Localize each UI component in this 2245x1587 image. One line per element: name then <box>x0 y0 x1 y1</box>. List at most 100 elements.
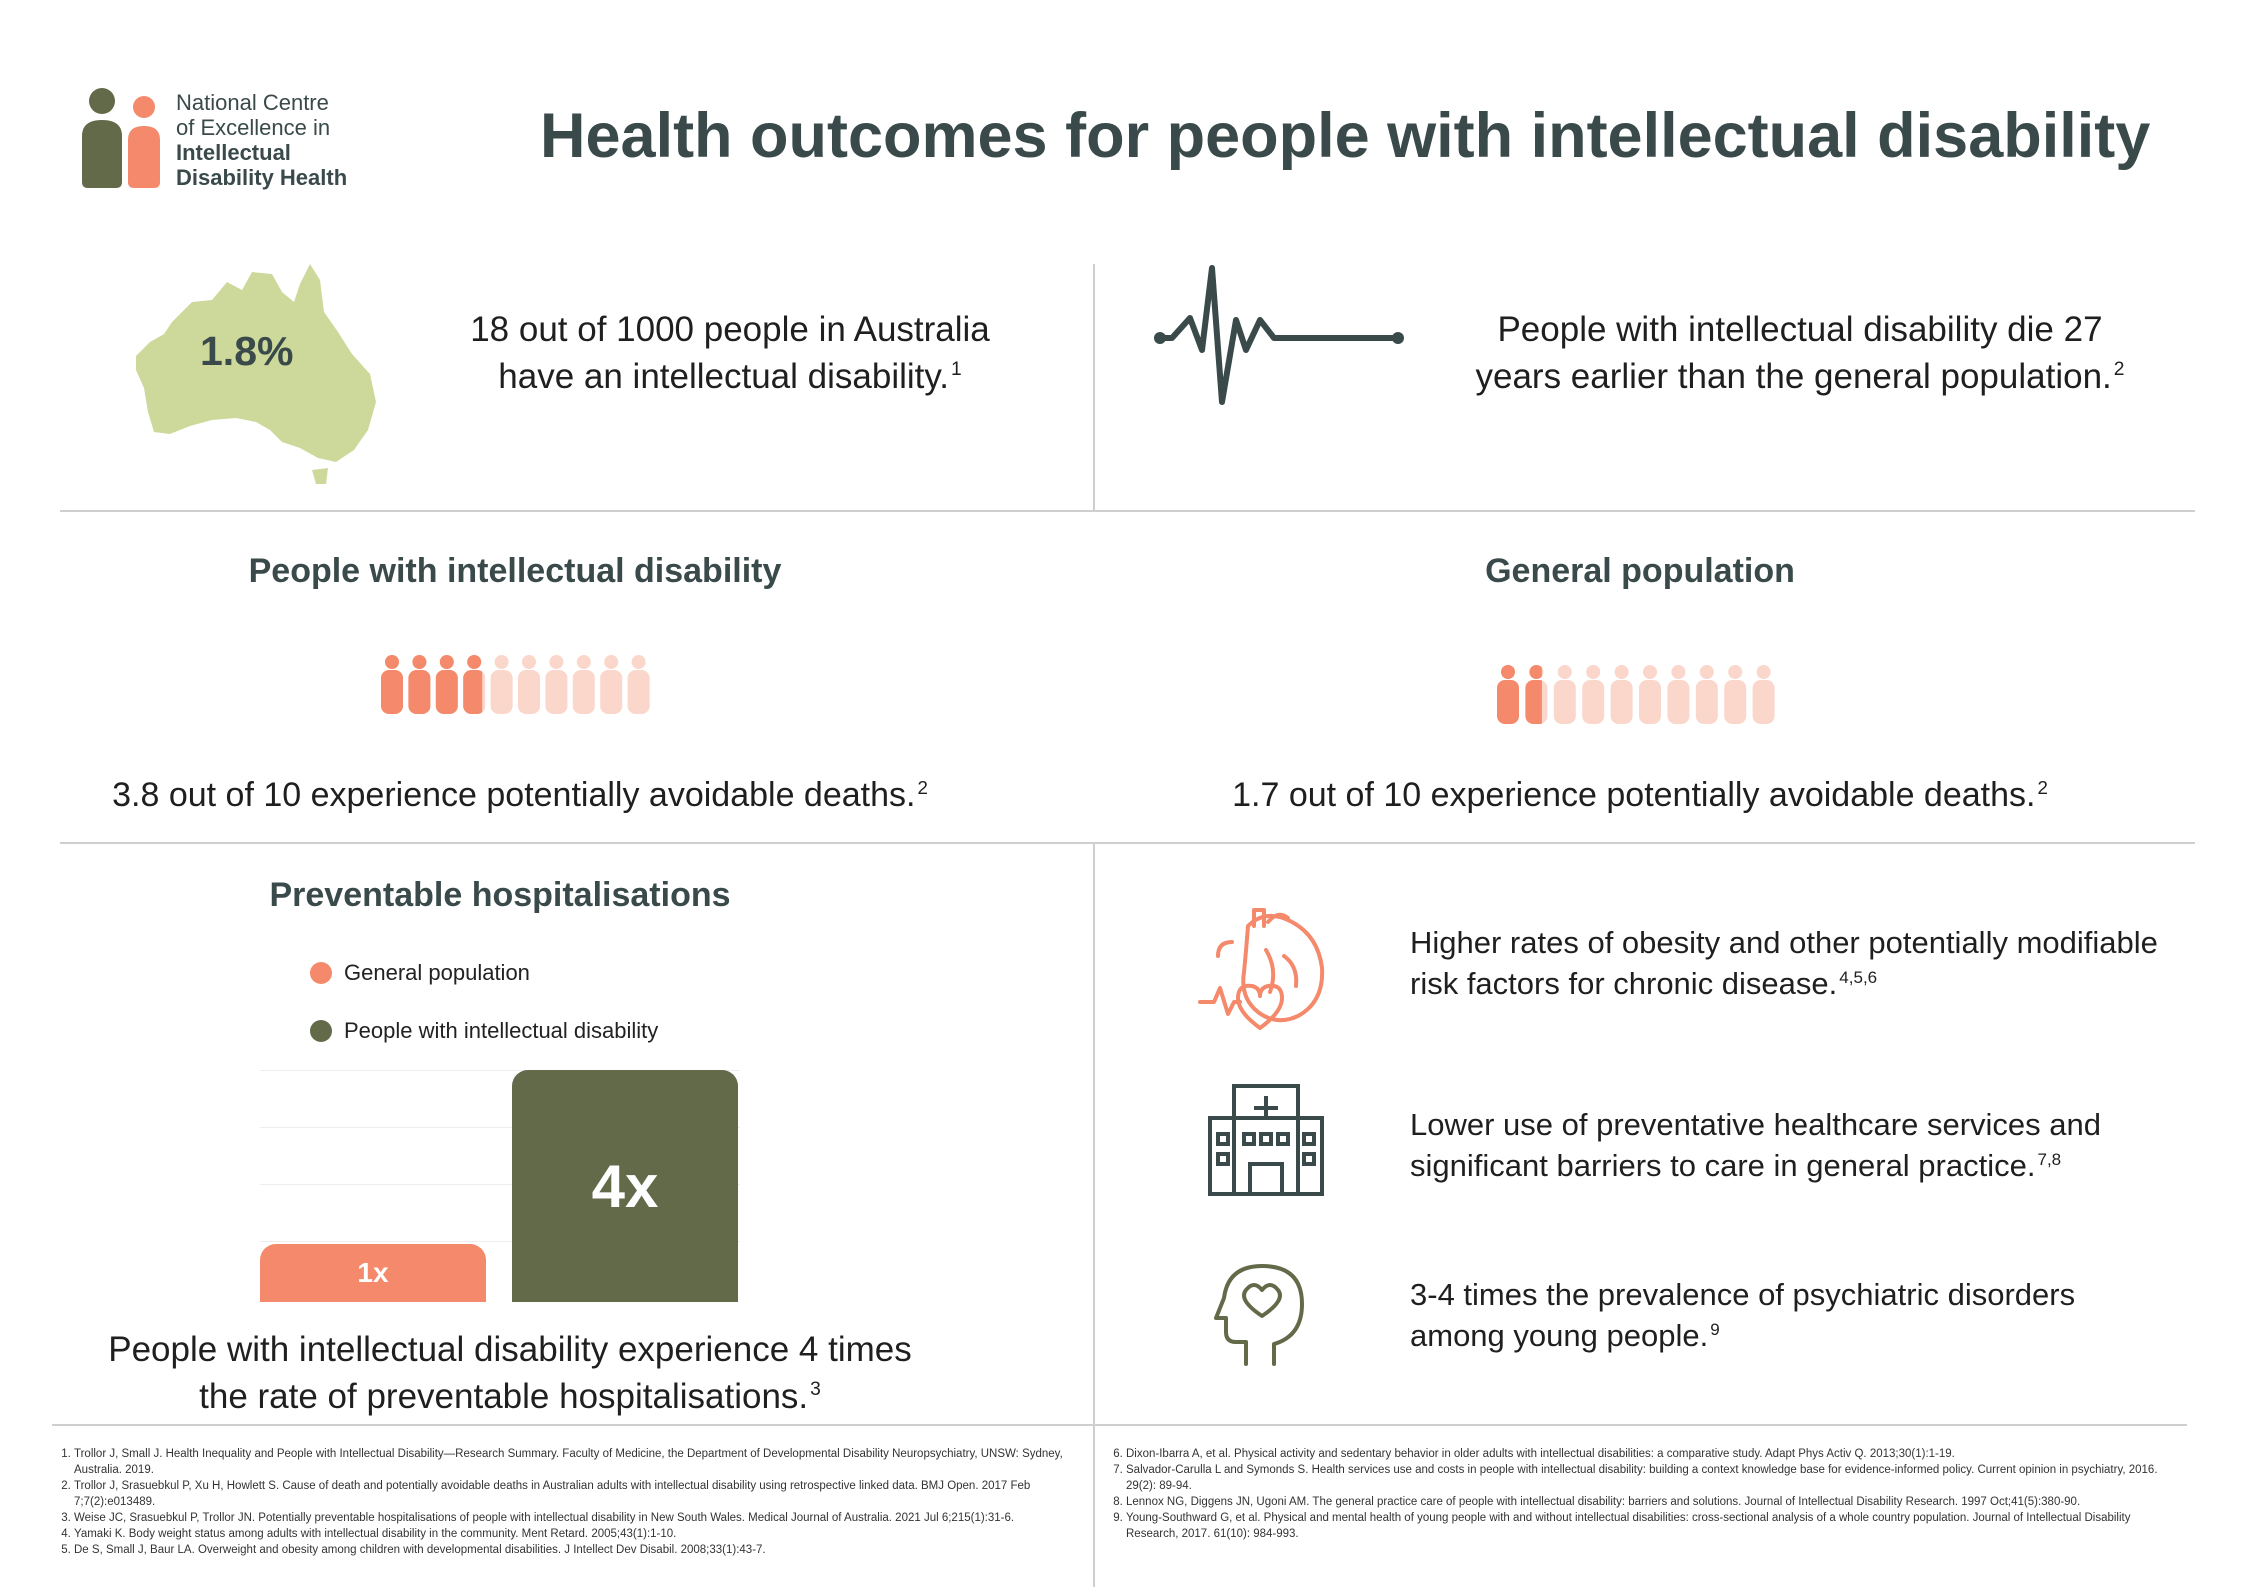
person-icon <box>572 655 595 714</box>
map-value: 1.8% <box>200 328 294 374</box>
person-icon <box>545 655 568 714</box>
ref-marker: 2 <box>917 776 928 798</box>
person-icon <box>435 655 458 714</box>
prevalence-line-2: have an intellectual disability. <box>498 357 949 396</box>
reference-item: Lennox NG, Diggens JN, Ugoni AM. The gen… <box>1126 1494 2168 1510</box>
logo-line-2: of Excellence in <box>176 115 331 140</box>
legend-id: People with intellectual disability <box>310 1018 658 1044</box>
horizontal-divider-2 <box>60 842 2195 844</box>
risk-item-psychiatric: 3-4 times the prevalence of psychiatric … <box>1410 1274 2210 1356</box>
references-left: Trollor J, Small J. Health Inequality an… <box>56 1446 1076 1558</box>
risk-obesity-line-2: risk factors for chronic disease. <box>1410 966 1838 1001</box>
horizontal-divider-3 <box>52 1424 2187 1426</box>
person-icon <box>463 655 486 714</box>
person-icon <box>381 655 403 714</box>
person-icon <box>490 655 513 714</box>
ref-marker: 9 <box>1710 1319 1720 1339</box>
bar-id: 4x <box>512 1070 738 1302</box>
references-right: Dixon-Ibarra A, et al. Physical activity… <box>1108 1446 2168 1542</box>
risk-item-healthcare: Lower use of preventative healthcare ser… <box>1410 1104 2210 1186</box>
id-heading: People with intellectual disability <box>248 552 782 590</box>
hospitalisations-line-2: the rate of preventable hospitalisations… <box>199 1377 809 1416</box>
ref-marker: 4,5,6 <box>1839 967 1878 987</box>
bar-id-label: 4x <box>591 1152 659 1220</box>
person-icon <box>600 655 623 714</box>
general-deaths-label: 1.7 out of 10 experience potentially avo… <box>1232 776 2036 814</box>
reference-item: Young-Southward G, et al. Physical and m… <box>1126 1510 2168 1542</box>
heart-icon <box>1198 908 1325 1030</box>
risk-psychiatric-line-2: among young people. <box>1410 1318 1709 1353</box>
reference-item: Trollor J, Small J. Health Inequality an… <box>74 1446 1076 1478</box>
person-icon <box>518 655 540 714</box>
reference-item: Trollor J, Srasuebkul P, Xu H, Howlett S… <box>74 1478 1076 1510</box>
grid-line <box>260 1241 740 1242</box>
person-icon <box>1695 665 1718 724</box>
person-icon <box>1525 665 1548 724</box>
hospitalisations-chart: 1x 4x <box>260 1070 740 1302</box>
id-deaths-label: 3.8 out of 10 experience potentially avo… <box>112 776 916 814</box>
grid-line <box>260 1184 740 1185</box>
life-expectancy-line-1: People with intellectual disability die … <box>1497 310 2103 349</box>
logo-line-3: Intellectual <box>176 140 291 165</box>
legend-general: General population <box>310 960 658 986</box>
person-icon <box>1752 665 1775 724</box>
hospitalisations-text: People with intellectual disability expe… <box>60 1326 960 1420</box>
hospitalisations-line-1: People with intellectual disability expe… <box>108 1330 912 1369</box>
prevalence-text: 18 out of 1000 people in Australia have … <box>440 306 1020 400</box>
reference-item: De S, Small J, Baur LA. Overweight and o… <box>74 1542 1076 1558</box>
people-row-general <box>1497 665 1775 724</box>
ref-marker: 1 <box>951 359 962 381</box>
reference-item: Yamaki K. Body weight status among adult… <box>74 1526 1076 1542</box>
reference-item: Weise JC, Srasuebkul P, Trollor JN. Pote… <box>74 1510 1076 1526</box>
logo-icon <box>82 88 160 188</box>
risk-obesity-line-1: Higher rates of obesity and other potent… <box>1410 925 2158 960</box>
person-icon <box>1497 665 1519 724</box>
risk-psychiatric-line-1: 3-4 times the prevalence of psychiatric … <box>1410 1277 2076 1312</box>
risk-item-obesity: Higher rates of obesity and other potent… <box>1410 922 2210 1004</box>
heartbeat-icon <box>1154 265 1404 405</box>
ref-marker: 2 <box>2037 776 2048 798</box>
person-icon <box>1582 665 1605 724</box>
risk-healthcare-line-2: significant barriers to care in general … <box>1410 1148 2036 1183</box>
grid-line <box>260 1070 740 1071</box>
general-deaths-text: 1.7 out of 10 experience potentially avo… <box>1180 772 2100 819</box>
person-icon <box>1724 665 1747 724</box>
logo-line-4: Disability Health <box>176 165 348 190</box>
legend-label-general: General population <box>344 960 530 985</box>
reference-item: Dixon-Ibarra A, et al. Physical activity… <box>1126 1446 2168 1462</box>
hospitalisations-heading: Preventable hospitalisations <box>269 876 731 914</box>
person-icon <box>1553 665 1576 724</box>
bar-general: 1x <box>260 1244 486 1302</box>
vertical-divider-top <box>1093 264 1095 510</box>
risk-healthcare-line-1: Lower use of preventative healthcare ser… <box>1410 1107 2102 1142</box>
hospital-icon <box>1208 1084 1324 1196</box>
person-icon <box>627 655 650 714</box>
page-title: Health outcomes for people with intellec… <box>540 101 2151 171</box>
legend-label-id: People with intellectual disability <box>344 1018 659 1043</box>
vertical-divider-bottom <box>1093 844 1095 1587</box>
ref-marker: 2 <box>2113 359 2125 381</box>
ref-marker: 7,8 <box>2037 1149 2062 1169</box>
id-deaths-text: 3.8 out of 10 experience potentially avo… <box>60 772 980 819</box>
person-icon <box>1610 665 1633 724</box>
logo-line-1: National Centre <box>176 90 329 115</box>
bar-general-label: 1x <box>357 1257 389 1288</box>
horizontal-divider-1 <box>60 510 2195 512</box>
mind-heart-icon <box>1214 1264 1304 1366</box>
legend-dot-id <box>310 1020 332 1042</box>
person-icon <box>1639 665 1661 724</box>
logo-text: National Centre of Excellence in Intelle… <box>176 90 347 190</box>
life-expectancy-line-2: years earlier than the general populatio… <box>1475 357 2112 396</box>
reference-item: Salvador-Carulla L and Symonds S. Health… <box>1126 1462 2168 1494</box>
ref-marker: 3 <box>810 1379 821 1401</box>
person-icon <box>408 655 431 714</box>
australia-map-icon <box>136 264 376 484</box>
chart-legend: General population People with intellect… <box>310 960 658 1044</box>
people-row-id <box>381 655 650 714</box>
life-expectancy-text: People with intellectual disability die … <box>1440 306 2160 400</box>
legend-dot-general <box>310 962 332 984</box>
grid-line <box>260 1127 740 1128</box>
person-icon <box>1667 665 1690 724</box>
prevalence-line-1: 18 out of 1000 people in Australia <box>470 310 990 349</box>
general-heading: General population <box>1485 552 1795 590</box>
